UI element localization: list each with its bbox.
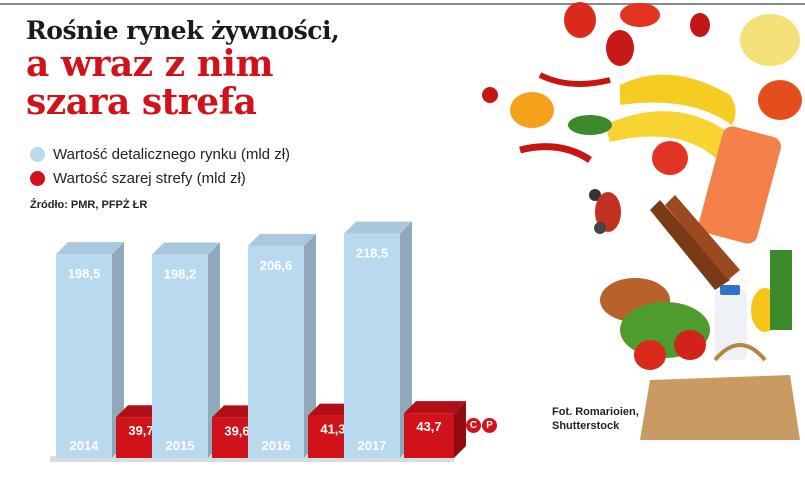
bar-retail xyxy=(248,245,304,458)
bar-grey-zone-value-label: 43,7 xyxy=(416,419,441,434)
bar-retail-side xyxy=(400,221,412,458)
bar-grey-zone-value-label: 41,3 xyxy=(320,422,345,437)
legend-item-grey-zone: Wartość szarej strefy (mld zł) xyxy=(30,166,290,190)
bar-retail xyxy=(56,254,112,458)
source-note: Źródło: PMR, PFPŻ ŁR xyxy=(30,199,148,211)
legend-swatch-grey-zone xyxy=(30,170,45,186)
bar-grey-zone-top xyxy=(404,401,466,414)
legend-swatch-retail xyxy=(30,146,45,162)
legend-label-grey-zone: Wartość szarej strefy (mld zł) xyxy=(53,169,246,187)
bar-grey-zone-side xyxy=(454,401,466,458)
photo-credit-line-2: Shutterstock xyxy=(552,420,620,432)
bar-retail-side xyxy=(112,242,124,458)
groceries-photo xyxy=(482,2,802,440)
bar-retail-value-label: 198,2 xyxy=(164,266,197,281)
logo-letter-c: C xyxy=(466,418,481,433)
top-rule xyxy=(0,3,805,5)
bar-grey-zone-value-label: 39,7 xyxy=(128,423,153,438)
x-tick-label: 2014 xyxy=(70,438,100,453)
legend-item-retail: Wartość detalicznego rynku (mld zł) xyxy=(30,142,290,166)
bar-retail-side xyxy=(304,233,316,458)
x-tick-label: 2015 xyxy=(166,438,195,453)
x-tick-label: 2016 xyxy=(262,438,291,453)
bar-retail-top xyxy=(344,221,412,234)
title-line-2: a wraz z nim xyxy=(26,43,274,85)
photo-credit: Fot. Romarioien, Shutterstock xyxy=(552,405,639,433)
bar-grey-zone xyxy=(404,413,454,458)
legend-label-retail: Wartość detalicznego rynku (mld zł) xyxy=(53,145,291,163)
bar-retail-top xyxy=(152,242,220,255)
photo-credit-line-1: Fot. Romarioien, xyxy=(552,406,639,418)
bar-retail-top xyxy=(248,233,316,246)
chart-floor xyxy=(50,456,454,462)
title-line-1: Rośnie rynek żywności, xyxy=(26,16,340,45)
bar-retail-value-label: 206,6 xyxy=(260,258,293,273)
logo-letter-p: P xyxy=(482,418,497,433)
bar-retail-value-label: 218,5 xyxy=(356,246,389,261)
title-line-3: szara strefa xyxy=(26,81,257,123)
publisher-logo: C P xyxy=(466,418,498,433)
bar-retail-value-label: 198,5 xyxy=(68,266,101,281)
bar-retail-top xyxy=(56,242,124,255)
bar-retail xyxy=(152,254,208,458)
bar-retail-side xyxy=(208,242,220,458)
bar-retail xyxy=(344,233,400,458)
legend: Wartość detalicznego rynku (mld zł) Wart… xyxy=(30,142,290,190)
chart-title: Rośnie rynek żywności, a wraz z nim szar… xyxy=(26,16,340,123)
x-tick-label: 2017 xyxy=(358,438,387,453)
bar-grey-zone-value-label: 39,6 xyxy=(224,423,249,438)
